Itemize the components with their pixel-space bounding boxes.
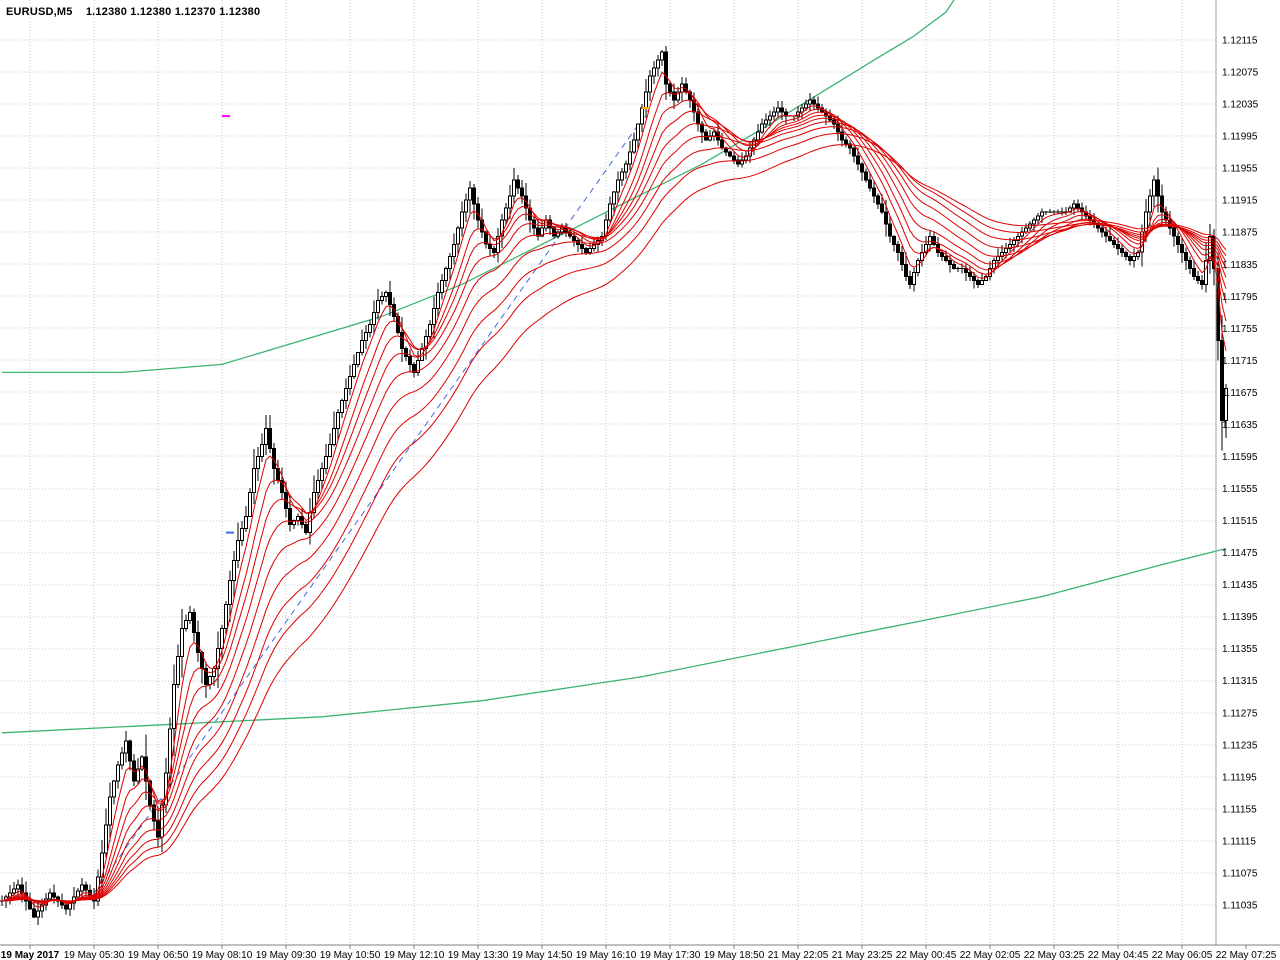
svg-text:19 May 13:30: 19 May 13:30	[448, 950, 509, 960]
svg-text:1.11635: 1.11635	[1222, 420, 1258, 431]
svg-text:19 May 17:30: 19 May 17:30	[640, 950, 701, 960]
svg-text:22 May 02:05: 22 May 02:05	[960, 950, 1021, 960]
svg-text:1.11715: 1.11715	[1222, 356, 1258, 367]
svg-text:22 May 06:05: 22 May 06:05	[1152, 950, 1213, 960]
object-marker-1[interactable]	[642, 107, 650, 110]
svg-text:22 May 04:45: 22 May 04:45	[1088, 950, 1149, 960]
svg-text:19 May 14:50: 19 May 14:50	[512, 950, 573, 960]
svg-text:1.11475: 1.11475	[1222, 548, 1258, 559]
svg-text:1.11515: 1.11515	[1222, 516, 1258, 527]
svg-text:19 May 06:50: 19 May 06:50	[128, 950, 189, 960]
svg-text:19 May 09:30: 19 May 09:30	[256, 950, 317, 960]
ema-ribbon	[1, 71, 1227, 908]
svg-text:1.11755: 1.11755	[1222, 324, 1258, 335]
svg-text:1.11595: 1.11595	[1222, 452, 1258, 463]
svg-text:19 May 16:10: 19 May 16:10	[576, 950, 637, 960]
object-marker-0[interactable]	[222, 115, 230, 118]
green-ma-line-upper	[2, 0, 955, 374]
svg-text:1.12115: 1.12115	[1222, 36, 1258, 47]
svg-text:21 May 22:05: 21 May 22:05	[768, 950, 829, 960]
symbol-period-label: EURUSD,M5	[6, 6, 73, 18]
svg-text:22 May 03:25: 22 May 03:25	[1024, 950, 1085, 960]
svg-text:1.11795: 1.11795	[1222, 292, 1258, 303]
svg-text:1.11315: 1.11315	[1222, 676, 1258, 687]
svg-text:1.11275: 1.11275	[1222, 708, 1258, 719]
price-scale[interactable]: 1.12115 1.12075 1.12035 1.11995 1.11955 1.119…	[1215, 0, 1259, 945]
svg-text:22 May 07:25: 22 May 07:25	[1216, 950, 1277, 960]
object-marker-2[interactable]	[226, 531, 234, 534]
svg-text:19 May 18:50: 19 May 18:50	[704, 950, 765, 960]
quote-ohlc-label: 1.12380 1.12380 1.12370 1.12380	[85, 6, 261, 18]
svg-text:19 May 08:10: 19 May 08:10	[192, 950, 253, 960]
svg-text:1.12075: 1.12075	[1222, 68, 1259, 79]
svg-text:1.11035: 1.11035	[1222, 901, 1258, 912]
svg-text:21 May 23:25: 21 May 23:25	[832, 950, 893, 960]
svg-text:1.11875: 1.11875	[1222, 228, 1258, 239]
svg-text:19 May 2017: 19 May 2017	[1, 950, 60, 960]
svg-text:1.11075: 1.11075	[1222, 868, 1258, 879]
svg-text:19 May 12:10: 19 May 12:10	[384, 950, 445, 960]
svg-text:1.11195: 1.11195	[1222, 772, 1257, 783]
svg-text:19 May 10:50: 19 May 10:50	[320, 950, 381, 960]
time-scale[interactable]: 19 May 2017 19 May 05:30 19 May 06:50 19 Ma…	[0, 944, 1280, 960]
svg-text:1.11915: 1.11915	[1222, 196, 1258, 207]
candles	[0, 46, 1228, 925]
svg-text:1.11395: 1.11395	[1222, 612, 1258, 623]
green-ma-line-lower	[1, 547, 1227, 734]
svg-text:1.11235: 1.11235	[1222, 740, 1258, 751]
svg-text:1.11555: 1.11555	[1222, 484, 1258, 495]
svg-text:1.11155: 1.11155	[1222, 804, 1257, 815]
svg-text:1.11115: 1.11115	[1222, 836, 1256, 847]
svg-text:1.12035: 1.12035	[1222, 100, 1259, 111]
svg-text:19 May 05:30: 19 May 05:30	[64, 950, 125, 960]
chart-title: EURUSD,M5 1.12380 1.12380 1.12370 1.1238…	[6, 6, 260, 18]
svg-text:1.11955: 1.11955	[1222, 164, 1258, 175]
svg-text:1.11355: 1.11355	[1222, 644, 1258, 655]
svg-text:1.11995: 1.11995	[1222, 132, 1258, 143]
svg-text:22 May 00:45: 22 May 00:45	[896, 950, 957, 960]
svg-text:1.11435: 1.11435	[1222, 580, 1258, 591]
svg-text:1.11835: 1.11835	[1222, 260, 1258, 271]
svg-text:1.11675: 1.11675	[1222, 388, 1258, 399]
